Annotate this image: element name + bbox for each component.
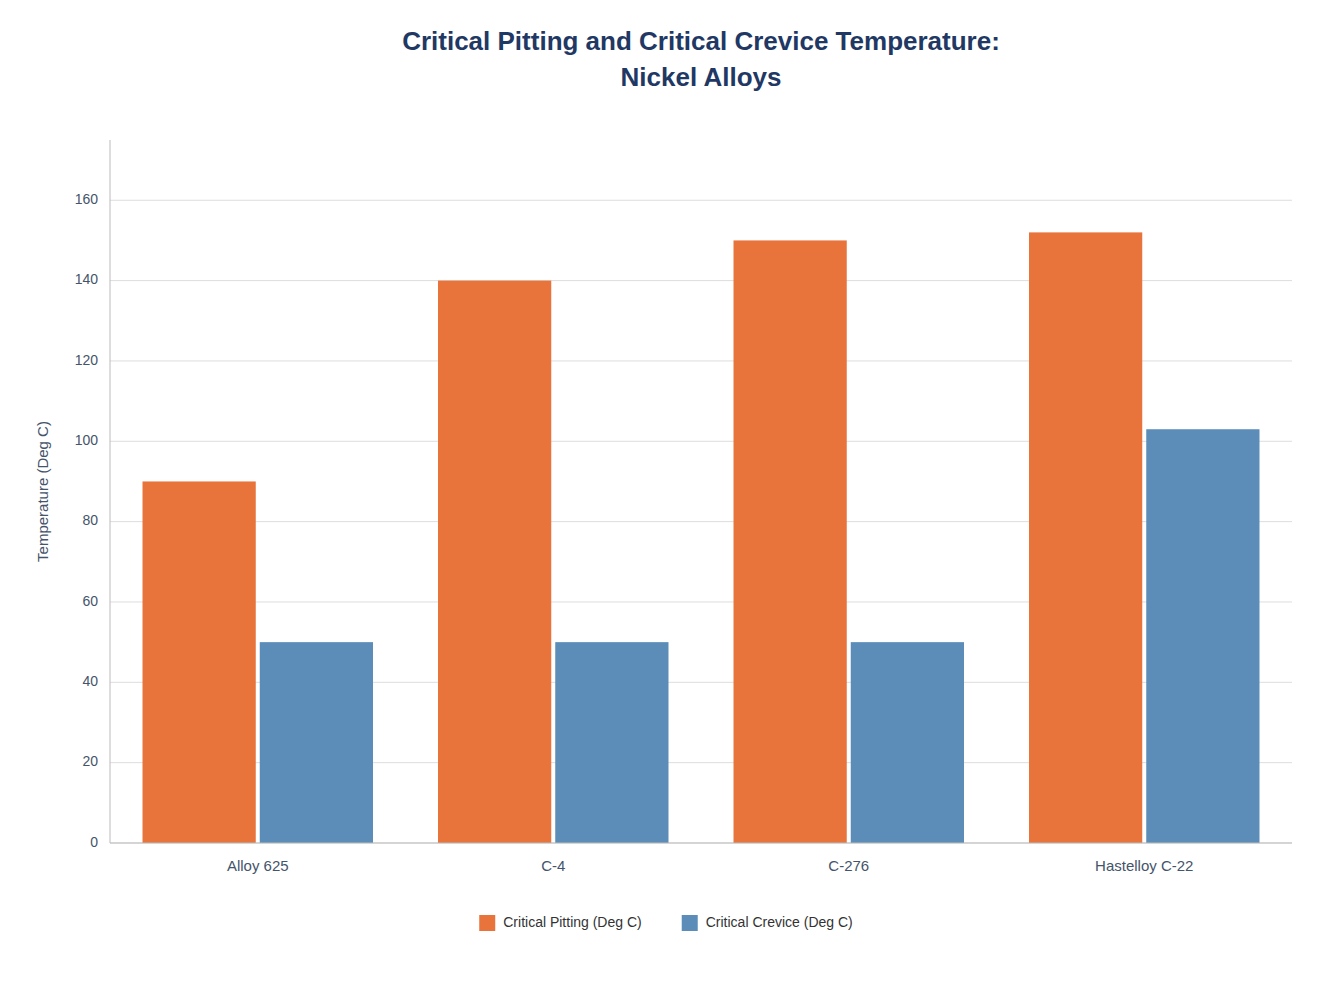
legend-label: Critical Crevice (Deg C): [706, 914, 853, 930]
y-tick-label: 0: [90, 834, 98, 850]
x-tick-label: C-4: [541, 857, 565, 874]
bar: [734, 240, 847, 843]
y-tick-label: 60: [82, 593, 98, 609]
y-tick-label: 160: [75, 191, 99, 207]
bar: [851, 642, 964, 843]
y-tick-label: 20: [82, 753, 98, 769]
legend-item: Critical Crevice (Deg C): [682, 914, 853, 931]
y-tick-label: 120: [75, 352, 99, 368]
legend-label: Critical Pitting (Deg C): [503, 914, 641, 930]
legend-swatch: [682, 915, 698, 931]
bar: [438, 281, 551, 843]
bars: [143, 232, 1260, 843]
y-axis-line: [110, 140, 111, 843]
x-tick-label: Hastelloy C-22: [1095, 857, 1193, 874]
bar: [1146, 429, 1259, 843]
y-axis: 0 20 40 60 80 100 120 140 160: [75, 140, 110, 850]
chart-svg: 0 20 40 60 80 100 120 140 160 Temperature (Deg C)…: [0, 0, 1332, 993]
bar: [555, 642, 668, 843]
x-axis: Alloy 625 C-4 C-276 Hastelloy C-22: [110, 843, 1292, 874]
chart-container: 0 20 40 60 80 100 120 140 160 Temperature (Deg C)…: [0, 0, 1332, 993]
y-tick-label: 40: [82, 673, 98, 689]
y-tick-label: 100: [75, 432, 99, 448]
grid-line: [110, 843, 1292, 844]
y-axis-label: Temperature (Deg C): [34, 421, 51, 562]
title-line: Critical Pitting and Critical Crevice Te…: [402, 26, 1000, 56]
grid: [110, 200, 1292, 843]
title: Critical Pitting and Critical Crevice Te…: [402, 26, 1000, 92]
page: {"chart_data": {"type": "bar", "title": …: [0, 0, 1332, 993]
y-tick-label: 140: [75, 271, 99, 287]
legend-item: Critical Pitting (Deg C): [479, 914, 641, 931]
x-tick-label: Alloy 625: [227, 857, 289, 874]
x-tick-label: C-276: [828, 857, 869, 874]
bar: [260, 642, 373, 843]
title-line: Nickel Alloys: [621, 62, 782, 92]
bar: [143, 481, 256, 843]
y-tick-label: 80: [82, 512, 98, 528]
legend: Critical Pitting (Deg C) Critical Crevice…: [479, 914, 853, 931]
bar: [1029, 232, 1142, 843]
legend-swatch: [479, 915, 495, 931]
x-axis-line: [110, 843, 1292, 844]
grid-line: [110, 200, 1292, 201]
